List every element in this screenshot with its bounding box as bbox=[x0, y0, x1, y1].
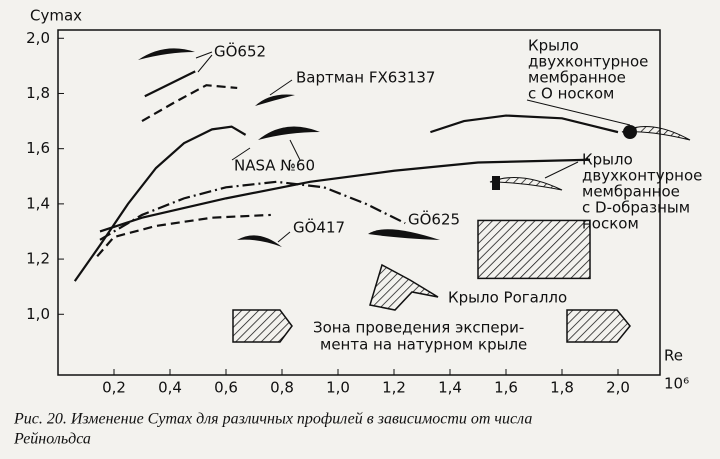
y-tick-label: 1,4 bbox=[26, 194, 50, 212]
series-label: двухконтурное bbox=[528, 53, 648, 71]
leader-line bbox=[526, 99, 631, 126]
series-line bbox=[144, 70, 196, 98]
x-tick-label: 1,8 bbox=[550, 379, 574, 397]
series-label: Вартман FX63137 bbox=[296, 69, 435, 87]
airfoil-icon bbox=[489, 177, 563, 191]
x-axis-unit: 10⁶ bbox=[664, 375, 689, 393]
rogallo-icon bbox=[369, 263, 439, 311]
y-tick-label: 1,2 bbox=[26, 250, 50, 268]
leader-line bbox=[195, 51, 213, 73]
series-line bbox=[99, 180, 406, 241]
rogallo-label: Крыло Рогалло bbox=[448, 289, 567, 307]
zone-label: Зона проведения экспери- bbox=[313, 319, 524, 337]
leader-line bbox=[277, 231, 291, 243]
series-label: NASA №60 bbox=[234, 157, 315, 175]
x-tick-label: 1,6 bbox=[494, 379, 518, 397]
x-tick-label: 0,8 bbox=[270, 379, 294, 397]
airfoil-icon bbox=[255, 94, 295, 106]
x-tick-label: 1,0 bbox=[326, 379, 350, 397]
series-label: мембранное bbox=[528, 69, 626, 87]
leader-line bbox=[231, 139, 301, 161]
series-label: Крыло bbox=[582, 151, 633, 169]
series-line bbox=[73, 125, 247, 282]
airfoil-nose bbox=[492, 176, 500, 190]
airfoil-icon bbox=[258, 126, 320, 140]
airfoil-icon bbox=[138, 48, 195, 60]
series-label: с О носком bbox=[528, 85, 614, 103]
series-line bbox=[430, 114, 619, 134]
y-tick-label: 1,8 bbox=[26, 84, 50, 102]
airfoil-nose bbox=[623, 125, 637, 139]
x-tick-label: 0,2 bbox=[102, 379, 126, 397]
series-label: с D-образным bbox=[582, 199, 690, 217]
zone-arrow bbox=[566, 309, 631, 343]
series-label: Крыло bbox=[528, 37, 579, 55]
series-label: GÖ652 bbox=[214, 42, 266, 61]
y-tick-label: 1,6 bbox=[26, 139, 50, 157]
plot-frame bbox=[57, 29, 661, 376]
series-label: двухконтурное bbox=[582, 167, 702, 185]
airfoil-icon bbox=[237, 235, 282, 247]
x-tick-label: 1,4 bbox=[438, 379, 462, 397]
x-tick-label: 1,2 bbox=[382, 379, 406, 397]
x-tick-label: 0,4 bbox=[158, 379, 182, 397]
series-line bbox=[99, 158, 591, 233]
series-line bbox=[141, 84, 238, 123]
y-axis-label: Cymax bbox=[30, 7, 82, 25]
series-label: носком bbox=[582, 215, 639, 233]
y-tick-label: 2,0 bbox=[26, 29, 50, 47]
series-label: GÖ417 bbox=[293, 218, 345, 237]
leader-line bbox=[269, 79, 293, 96]
series-label: GÖ625 bbox=[408, 210, 460, 229]
x-tick-label: 2,0 bbox=[606, 379, 630, 397]
experiment-zone bbox=[477, 219, 591, 280]
zone-label: мента на натурном крыле bbox=[320, 336, 527, 354]
airfoil-icon bbox=[368, 229, 440, 240]
series-label: мембранное bbox=[582, 183, 680, 201]
zone-arrow bbox=[232, 309, 293, 343]
x-axis-label: Re bbox=[664, 347, 683, 365]
x-tick-label: 0,6 bbox=[214, 379, 238, 397]
series-line bbox=[96, 213, 271, 258]
caption: Рейнольдса bbox=[13, 431, 91, 448]
caption: Рис. 20. Изменение Cymax для различных п… bbox=[13, 411, 532, 428]
y-tick-label: 1,0 bbox=[26, 305, 50, 323]
airfoil-icon bbox=[621, 126, 691, 141]
leader-line bbox=[544, 161, 579, 179]
